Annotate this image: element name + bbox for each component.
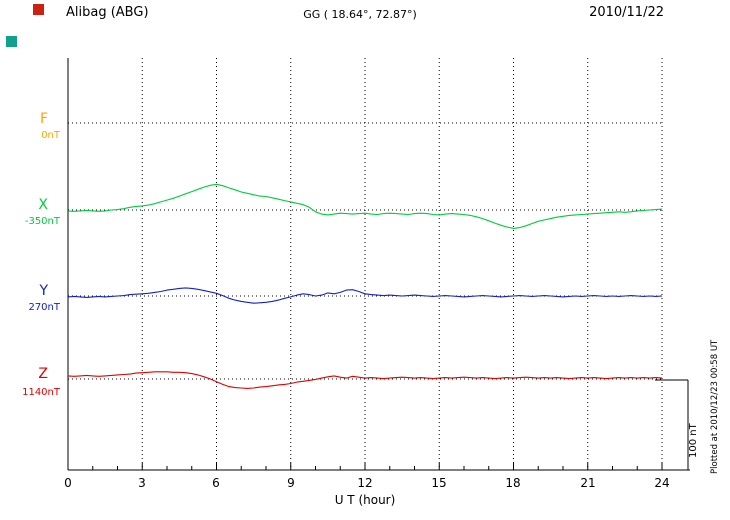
x-tick-label: 12 xyxy=(357,476,373,490)
x-tick-label: 9 xyxy=(287,476,295,490)
trace-Z xyxy=(67,371,663,389)
x-tick-label: 6 xyxy=(212,476,220,490)
x-tick-label: 24 xyxy=(654,476,670,490)
teal-square-decoration xyxy=(6,36,17,47)
series-baseline-F: 0nT xyxy=(41,130,60,141)
scale-bar-label: 100 nT xyxy=(688,423,699,458)
series-label-Z: Z xyxy=(38,366,48,382)
x-tick-label: 15 xyxy=(431,476,447,490)
x-tick-label: 3 xyxy=(138,476,146,490)
geographic-coordinates: GG ( 18.64°, 72.87°) xyxy=(303,8,417,21)
series-label-F: F xyxy=(39,111,48,127)
series-label-X: X xyxy=(38,197,48,213)
series-baseline-Z: 1140nT xyxy=(22,387,60,398)
x-tick-label: 0 xyxy=(64,476,72,490)
trace-Y xyxy=(67,287,663,304)
series-label-Y: Y xyxy=(39,283,48,299)
x-tick-label: 21 xyxy=(580,476,596,490)
trace-X xyxy=(67,183,663,229)
plotted-at-caption: Plotted at 2010/12/23 00:58 UT xyxy=(710,339,720,474)
series-baseline-X: -350nT xyxy=(24,216,60,227)
x-axis-title: U T (hour) xyxy=(334,493,396,507)
plot-date: 2010/11/22 xyxy=(589,5,664,20)
series-baseline-Y: 270nT xyxy=(28,302,60,313)
x-tick-label: 18 xyxy=(505,476,521,490)
red-square-decoration xyxy=(33,4,44,15)
station-title: Alibag (ABG) xyxy=(66,5,149,20)
